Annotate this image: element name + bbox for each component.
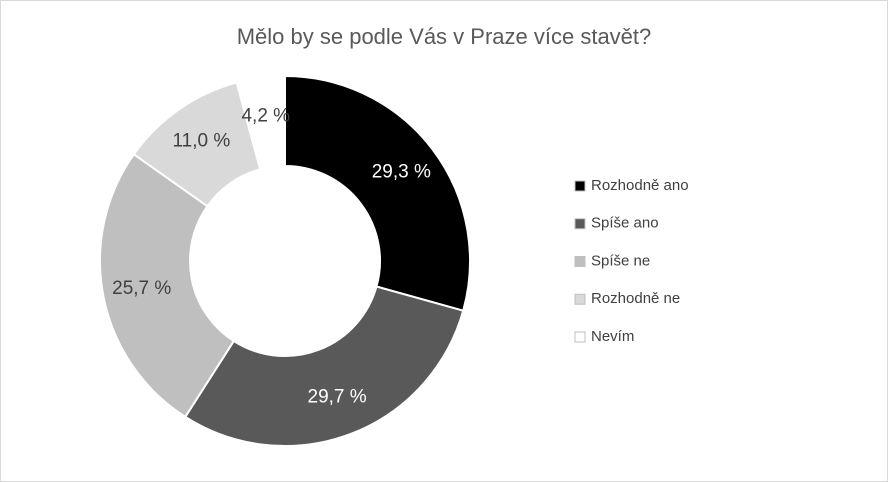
legend-label: Nevím	[591, 328, 634, 345]
legend-swatch	[574, 331, 586, 343]
data-label: 11,0 %	[172, 130, 230, 151]
donut-segment	[235, 74, 286, 171]
legend-label: Spíše ano	[591, 215, 659, 232]
chart-title: Mělo by se podle Vás v Praze více stavět…	[237, 24, 652, 49]
data-label: 25,7 %	[112, 278, 171, 299]
legend-swatch	[574, 180, 586, 192]
donut-segment	[183, 285, 465, 447]
data-label: 29,7 %	[308, 386, 367, 407]
legend-swatch	[574, 256, 586, 267]
legend-label: Rozhodně ne	[591, 290, 680, 307]
legend-label: Spíše ne	[591, 252, 650, 269]
data-label: 4,2 %	[241, 105, 290, 126]
donut-segment	[284, 74, 471, 312]
legend-label: Rozhodně ano	[591, 177, 689, 194]
legend-swatch	[574, 293, 586, 305]
data-label: 29,3 %	[372, 162, 431, 183]
donut-segment	[99, 152, 236, 419]
legend-swatch	[574, 218, 586, 230]
